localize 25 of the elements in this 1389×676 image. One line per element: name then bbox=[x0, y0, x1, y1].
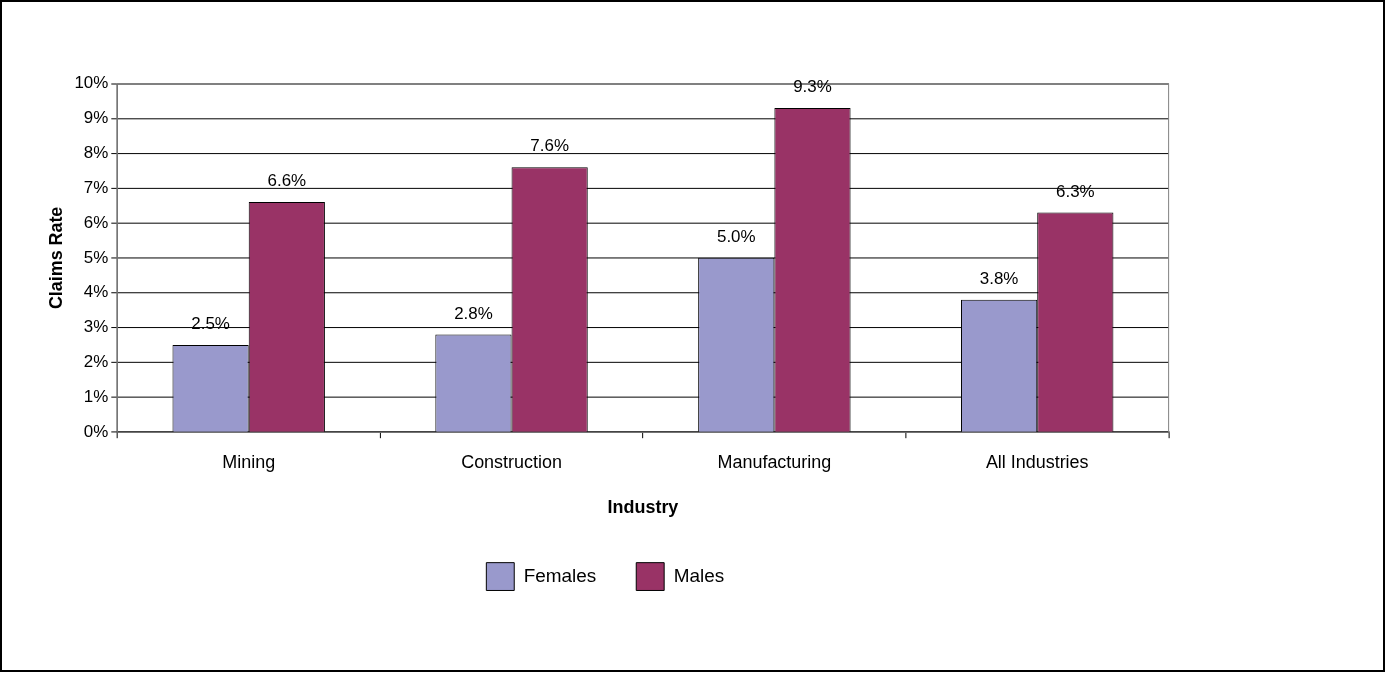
legend-label: Females bbox=[523, 564, 597, 586]
y-tick-label: 2% bbox=[83, 352, 109, 372]
y-tick-label: 10% bbox=[74, 73, 109, 93]
x-axis-title: Industry bbox=[607, 497, 679, 518]
y-tick-label: 1% bbox=[83, 387, 109, 407]
x-tick-label: Manufacturing bbox=[717, 451, 832, 472]
y-tick-label: 8% bbox=[83, 142, 109, 162]
data-label: 7.6% bbox=[530, 136, 569, 156]
y-tick-label: 7% bbox=[83, 177, 109, 197]
y-axis-title: Claims Rate bbox=[45, 206, 66, 310]
y-tick-label: 3% bbox=[83, 317, 109, 337]
data-label: 3.8% bbox=[979, 269, 1019, 288]
legend-label: Males bbox=[673, 564, 725, 586]
x-tick-label: All Industries bbox=[985, 451, 1089, 472]
y-tick-label: 4% bbox=[83, 282, 109, 302]
data-label: 2.8% bbox=[454, 303, 493, 323]
y-tick-label: 0% bbox=[83, 421, 109, 441]
x-tick-label: Mining bbox=[222, 451, 276, 472]
data-label: 6.6% bbox=[267, 171, 307, 191]
data-label: 9.3% bbox=[793, 77, 832, 97]
y-tick-label: 9% bbox=[83, 108, 109, 128]
data-label: 5.0% bbox=[716, 227, 756, 247]
y-tick-label: 6% bbox=[83, 212, 109, 232]
x-tick-label: Construction bbox=[461, 451, 562, 472]
y-tick-label: 5% bbox=[83, 247, 109, 267]
